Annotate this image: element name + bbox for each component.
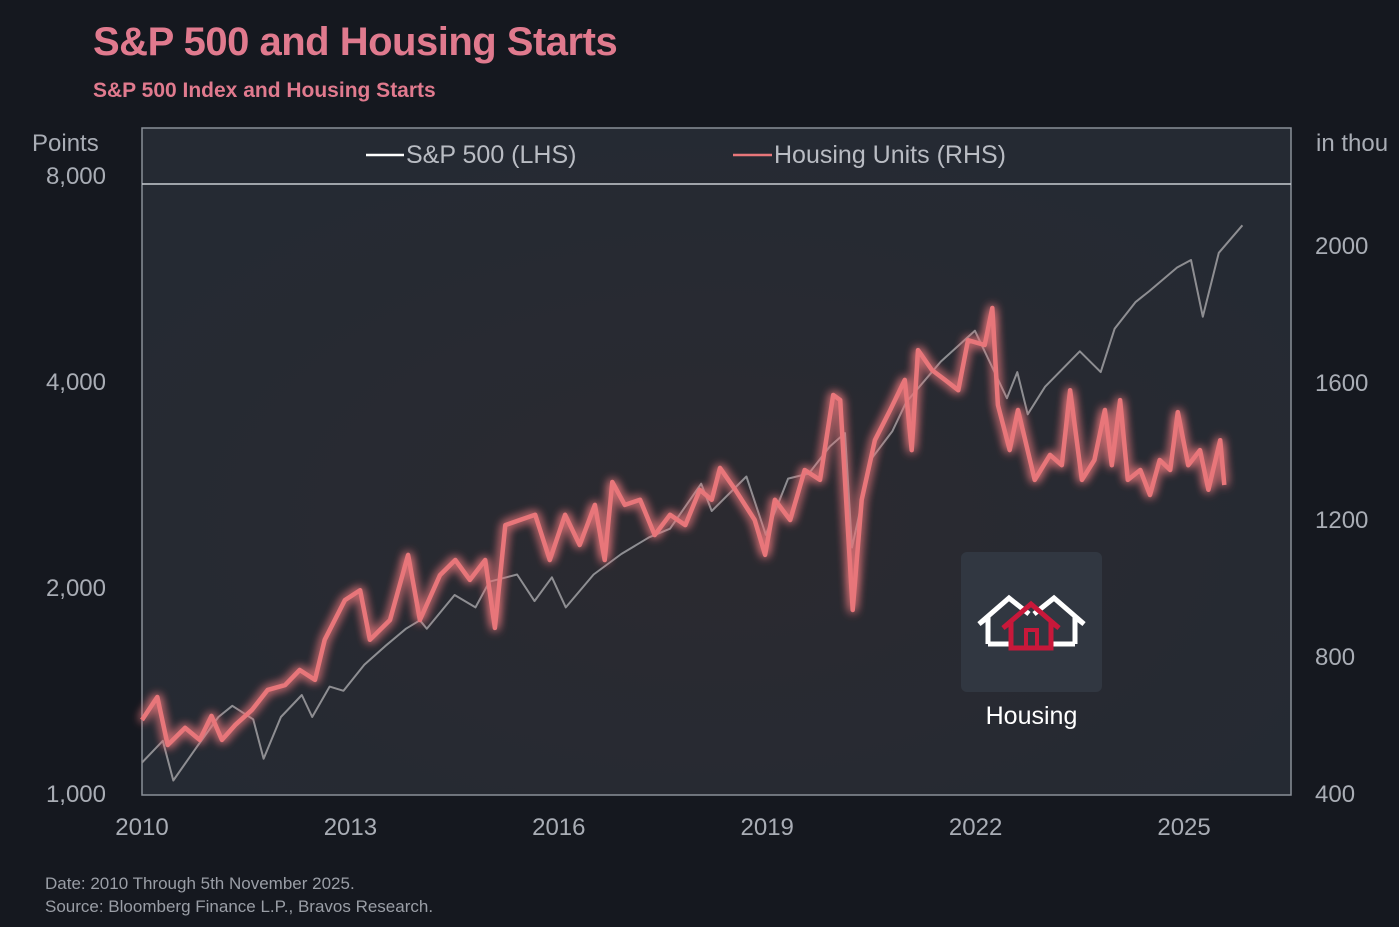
right-tick-label: 1600 (1315, 370, 1369, 397)
x-tick-label: 2019 (740, 814, 794, 841)
left-tick-label: 4,000 (45, 369, 106, 396)
x-tick-label: 2025 (1157, 814, 1211, 841)
chart-subtitle: S&P 500 Index and Housing Starts (93, 79, 436, 102)
housing-card-label: Housing (985, 702, 1078, 730)
housing-units-line (140, 305, 1227, 748)
legend-label-sp500: S&P 500 (LHS) (406, 141, 576, 169)
legend-label-housing: Housing Units (RHS) (774, 141, 1006, 169)
x-tick-label: 2013 (323, 814, 378, 841)
left-tick-label: 1,000 (45, 781, 106, 808)
houses-icon (977, 594, 1086, 651)
left-axis-label: Points (32, 130, 99, 157)
right-tick-label: 800 (1315, 644, 1356, 671)
footer-date-note: Date: 2010 Through 5th November 2025. (45, 874, 355, 893)
right-tick-label: 2000 (1315, 233, 1369, 260)
x-tick-label: 2022 (948, 814, 1003, 841)
x-tick-label: 2016 (532, 814, 586, 841)
legend: S&P 500 (LHS) Housing Units (RHS) (366, 141, 1006, 169)
right-axis-label: in thou (1316, 130, 1389, 157)
right-tick-label: 1200 (1315, 507, 1369, 534)
housing-card (961, 552, 1102, 692)
left-tick-label: 8,000 (45, 163, 106, 190)
footer-source: Source: Bloomberg Finance L.P., Bravos R… (45, 897, 434, 916)
chart-title: S&P 500 and Housing Starts (93, 20, 618, 64)
left-tick-label: 2,000 (45, 575, 106, 602)
sp500-line (141, 224, 1244, 782)
right-tick-label: 400 (1315, 781, 1356, 808)
x-tick-label: 2010 (115, 814, 169, 841)
plot-area (141, 127, 1292, 796)
